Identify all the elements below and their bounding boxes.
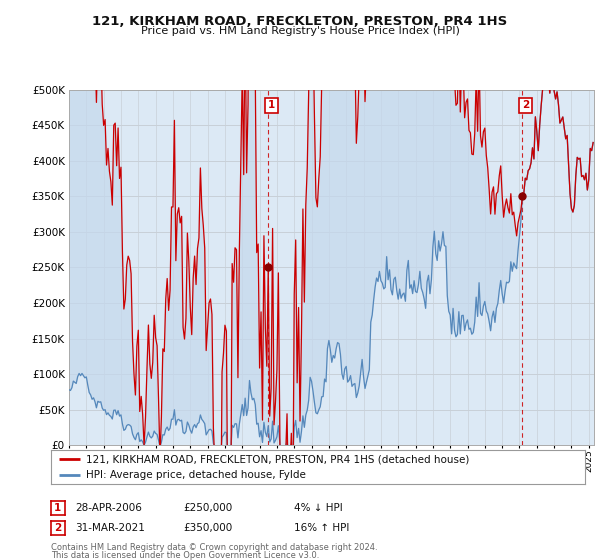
Text: 31-MAR-2021: 31-MAR-2021 <box>75 523 145 533</box>
Text: 4% ↓ HPI: 4% ↓ HPI <box>294 503 343 513</box>
Text: This data is licensed under the Open Government Licence v3.0.: This data is licensed under the Open Gov… <box>51 551 319 560</box>
Text: Price paid vs. HM Land Registry's House Price Index (HPI): Price paid vs. HM Land Registry's House … <box>140 26 460 36</box>
Text: 16% ↑ HPI: 16% ↑ HPI <box>294 523 349 533</box>
Text: £250,000: £250,000 <box>183 503 232 513</box>
Text: HPI: Average price, detached house, Fylde: HPI: Average price, detached house, Fyld… <box>86 470 305 480</box>
Text: 28-APR-2006: 28-APR-2006 <box>75 503 142 513</box>
Text: 121, KIRKHAM ROAD, FRECKLETON, PRESTON, PR4 1HS (detached house): 121, KIRKHAM ROAD, FRECKLETON, PRESTON, … <box>86 454 469 464</box>
Text: 2: 2 <box>54 523 62 533</box>
Text: 121, KIRKHAM ROAD, FRECKLETON, PRESTON, PR4 1HS: 121, KIRKHAM ROAD, FRECKLETON, PRESTON, … <box>92 15 508 28</box>
Text: 1: 1 <box>54 503 62 513</box>
Text: 2: 2 <box>522 100 529 110</box>
Text: 1: 1 <box>268 100 275 110</box>
Text: Contains HM Land Registry data © Crown copyright and database right 2024.: Contains HM Land Registry data © Crown c… <box>51 543 377 552</box>
Text: £350,000: £350,000 <box>183 523 232 533</box>
